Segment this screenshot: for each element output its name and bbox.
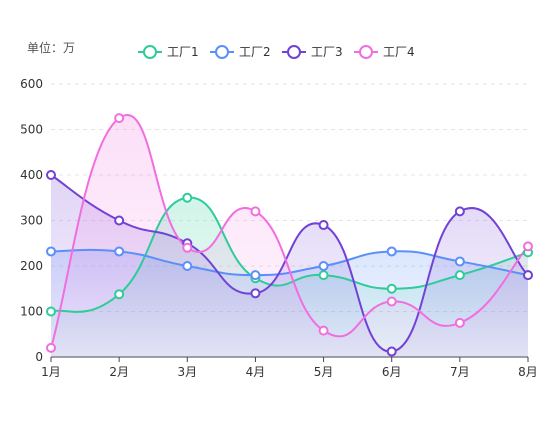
legend-swatch-marker (215, 45, 229, 59)
legend-label: 工厂2 (239, 45, 271, 59)
x-tick-label: 7月 (450, 365, 470, 379)
legend-swatch-marker (287, 45, 301, 59)
legend[interactable]: 工厂1 工厂2 工厂3 工厂4 (138, 45, 415, 59)
data-point[interactable] (318, 220, 329, 231)
data-point[interactable] (454, 256, 465, 267)
series-points (46, 113, 533, 357)
data-point[interactable] (386, 283, 397, 294)
legend-item[interactable]: 工厂3 (282, 45, 343, 59)
data-point[interactable] (386, 346, 397, 357)
data-point[interactable] (386, 246, 397, 257)
y-tick-label: 400 (20, 168, 43, 182)
data-point[interactable] (114, 113, 125, 124)
series-area (51, 114, 528, 357)
series-areas (51, 114, 528, 357)
data-point[interactable] (454, 206, 465, 217)
data-point[interactable] (318, 261, 329, 271)
y-tick-label: 200 (20, 259, 43, 273)
data-point[interactable] (114, 289, 125, 300)
y-tick-label: 600 (20, 77, 43, 91)
x-tick-label: 1月 (41, 365, 61, 379)
data-point[interactable] (46, 306, 56, 317)
y-tick-label: 0 (35, 350, 43, 364)
data-point[interactable] (114, 215, 125, 226)
legend-swatch-marker (359, 45, 373, 59)
data-point[interactable] (454, 317, 465, 328)
data-point[interactable] (318, 325, 329, 336)
legend-item[interactable]: 工厂2 (210, 45, 271, 59)
legend-label: 工厂3 (311, 45, 343, 59)
legend-item[interactable]: 工厂4 (354, 45, 415, 59)
x-tick-label: 4月 (246, 365, 266, 379)
data-point[interactable] (523, 241, 533, 252)
unit-label: 单位：万 (27, 40, 75, 55)
data-point[interactable] (250, 206, 261, 217)
data-point[interactable] (46, 342, 56, 353)
y-tick-label: 500 (20, 123, 43, 137)
y-tick-label: 100 (20, 305, 43, 319)
legend-label: 工厂4 (383, 45, 415, 59)
x-tick-label: 2月 (109, 365, 129, 379)
data-point[interactable] (454, 270, 465, 281)
legend-item[interactable]: 工厂1 (138, 45, 199, 59)
data-point[interactable] (386, 296, 397, 307)
x-tick-label: 6月 (382, 365, 402, 379)
data-point[interactable] (114, 246, 125, 257)
legend-swatch-marker (143, 45, 157, 59)
x-tick-label: 5月 (314, 365, 334, 379)
data-point[interactable] (46, 246, 56, 257)
legend-label: 工厂1 (167, 45, 199, 59)
series-line[interactable] (50, 196, 529, 313)
data-point[interactable] (182, 242, 193, 253)
x-tick-label: 3月 (177, 365, 197, 379)
data-point[interactable] (46, 170, 56, 180)
x-tick-label: 8月 (518, 365, 538, 379)
data-point[interactable] (523, 270, 533, 281)
y-tick-label: 300 (20, 214, 43, 228)
series-line[interactable] (50, 174, 529, 353)
data-point[interactable] (250, 270, 261, 281)
data-point[interactable] (182, 192, 193, 203)
data-point[interactable] (182, 261, 193, 271)
data-point[interactable] (318, 270, 329, 281)
data-point[interactable] (250, 288, 261, 299)
